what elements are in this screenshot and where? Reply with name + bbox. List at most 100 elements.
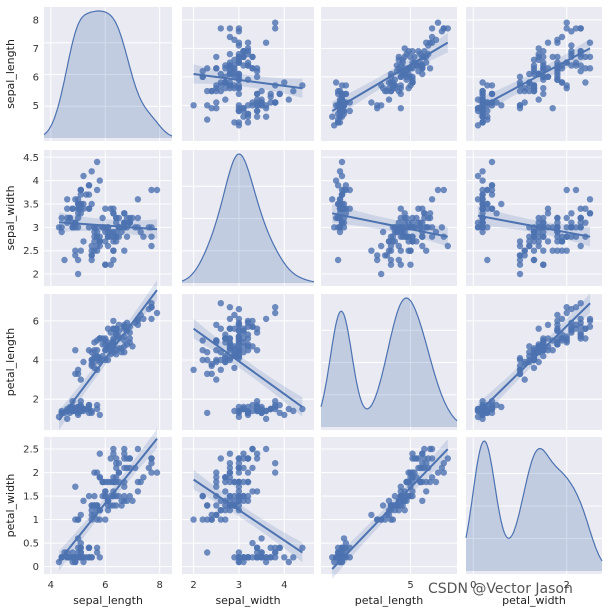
scatter-point [554,39,561,46]
scatter-point [417,62,424,69]
scatter-point [415,68,422,75]
scatter-point [110,238,117,245]
scatter-point [479,224,486,231]
scatter-point [554,311,561,319]
scatter-point [88,554,95,561]
scatter-point [526,343,533,350]
scatter-point [554,341,561,348]
scatter-point [540,261,547,268]
scatter-point [281,554,288,561]
scatter-point [99,335,106,342]
y-tick-label: 6 [33,72,39,83]
scatter-point [516,362,524,370]
scatter-point [401,53,408,61]
scatter-point [577,214,584,222]
scatter-point [88,247,95,254]
scatter-point [558,238,566,245]
scatter-point [290,407,297,415]
scatter-point [387,242,395,250]
scatter-point [213,483,220,490]
scatter-point [88,168,95,175]
scatter-point [530,56,538,63]
scatter-point [199,337,206,344]
scatter-point [299,405,306,413]
scatter-point [479,177,486,184]
scatter-point [253,450,261,457]
scatter-point [474,122,482,129]
scatter-point [235,554,243,561]
scatter-point [395,256,402,264]
scatter-point [395,56,402,63]
scatter-point [262,39,270,46]
scatter-point [582,65,589,72]
scatter-point [253,107,261,115]
scatter-point [134,445,142,453]
scatter-point [63,205,71,212]
scatter-point [558,233,566,240]
scatter-point [77,539,85,547]
scatter-point [226,65,234,72]
scatter-point [407,247,414,254]
kde-sepal_length-fill [44,11,172,138]
scatter-point [249,407,256,415]
scatter-point [83,191,90,198]
scatter-point [226,492,234,500]
scatter-point [393,228,400,236]
scatter-point [432,478,440,486]
panel-sepal_length-vs-petal_length [321,7,457,141]
scatter-point [226,304,234,311]
x-axis-label: sepal_length [73,594,143,607]
scatter-point [213,478,220,486]
scatter-point [69,407,76,415]
scatter-point [88,362,95,370]
scatter-point [107,329,114,336]
scatter-point [272,99,279,106]
scatter-point [148,186,155,194]
scatter-point [107,261,114,268]
scatter-point [226,450,234,457]
scatter-point [428,224,436,231]
scatter-point [148,460,155,467]
scatter-point [83,554,90,561]
scatter-point [121,445,128,453]
scatter-point [530,247,538,254]
scatter-point [80,558,87,566]
scatter-point [493,99,500,106]
scatter-point [535,325,542,332]
scatter-point [235,107,243,115]
scatter-point [88,507,95,514]
scatter-point [244,39,252,46]
scatter-point [217,70,224,78]
scatter-point [231,364,238,372]
scatter-point [582,53,589,61]
panel-sepal_width-vs-sepal_length [44,150,172,286]
scatter-point [272,460,279,467]
scatter-point [582,205,589,212]
scatter-point [199,492,206,500]
scatter-point [102,492,109,500]
scatter-point [235,492,243,500]
scatter-point [428,25,436,32]
scatter-point [126,329,133,336]
scatter-point [118,502,125,509]
scatter-point [190,516,197,523]
scatter-point [290,554,297,561]
scatter-point [540,85,547,92]
x-tick-label: 4 [281,580,287,591]
scatter-point [411,469,418,476]
scatter-point [123,497,131,504]
scatter-point [226,460,234,467]
panel-sepal_width-vs-petal_length [321,150,457,286]
scatter-point [253,398,261,405]
scatter-point [346,554,353,561]
panel-sepal_width-vs-sepal_width [181,150,315,286]
scatter-point [479,228,486,236]
scatter-point [134,488,142,495]
scatter-point [516,252,524,259]
scatter-point [222,474,229,481]
panel-sepal_length-vs-petal_width [466,7,602,141]
regression-line [477,214,591,238]
scatter-point [244,102,252,109]
panel-petal_length-vs-sepal_length [44,280,172,430]
scatter-point [113,460,120,467]
